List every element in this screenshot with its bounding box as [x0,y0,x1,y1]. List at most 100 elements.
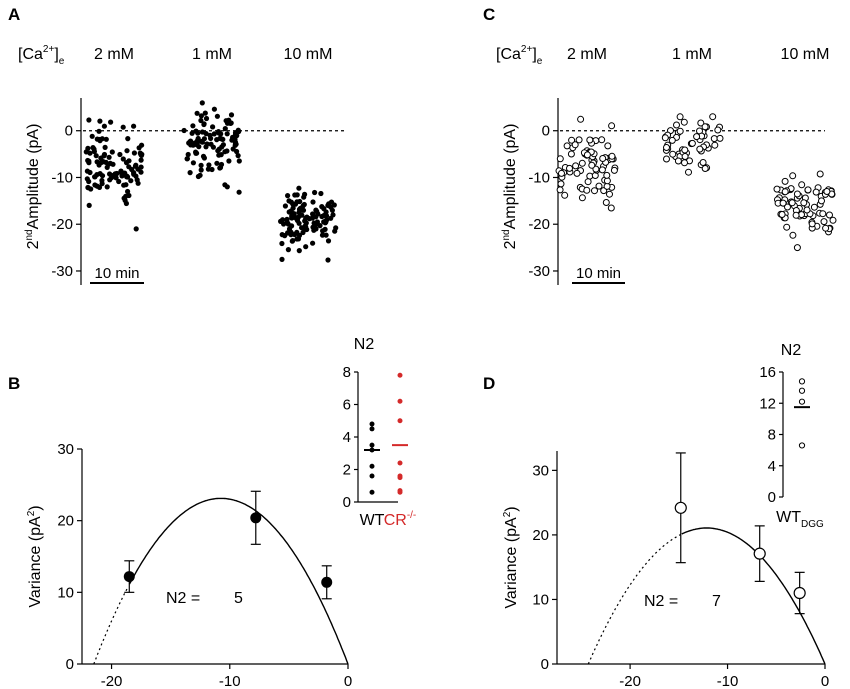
y-tick-label: -20 [528,216,550,233]
data-point [295,236,302,242]
y-axis-label-tail: ) [503,506,520,511]
data-point [329,207,335,213]
data-point [820,218,828,226]
panel-label-a: A [8,5,20,24]
data-point [778,211,786,218]
data-point [586,136,594,144]
data-point [84,176,90,182]
data-point [603,171,611,179]
data-point [224,148,230,154]
data-point [184,156,190,162]
y-axis-label: 2ndAmplitude (pA) [24,124,42,250]
data-point [781,177,789,185]
data-point [128,178,134,184]
data-point [556,186,564,194]
data-point [235,153,241,159]
data-point [568,136,576,144]
data-point [86,202,92,208]
data-point [604,142,612,150]
data-point [217,164,224,171]
data-point [661,134,669,142]
data-point [188,138,194,144]
data-point [798,181,806,189]
data-point [85,145,91,151]
data-point [285,193,291,199]
y-tick-label: -10 [51,169,73,186]
data-point [697,119,705,127]
data-point [676,127,684,135]
data-point [125,136,131,142]
n2-annotation-value: 5 [234,590,243,607]
data-point [198,162,204,168]
data-point [284,216,290,222]
time-scale-label: 10 min [94,265,139,282]
inset-point [397,460,403,466]
data-point [107,160,113,166]
data-point [219,144,225,150]
inset-group-label-main: CR [384,512,407,529]
data-point [210,144,216,150]
data-point [714,126,722,134]
data-point [131,123,137,129]
inset-point [397,398,403,404]
y-axis-label-main: Amplitude (pA) [25,124,42,230]
data-point [578,159,586,167]
y-tick-label: 30 [532,462,549,479]
inset-y-tick-label: 4 [343,429,351,446]
data-point [696,145,704,153]
data-point [822,224,830,232]
data-point [302,218,308,224]
data-point [139,142,145,148]
data-point [326,201,332,207]
data-point [133,162,139,168]
data-point [99,177,105,184]
data-point [312,189,318,196]
y-axis-label-sup: nd [24,229,35,240]
y-tick-label: 0 [65,123,73,140]
inset-y-tick-label: 8 [343,364,351,381]
panel-label-c: C [483,5,495,24]
data-point [294,192,300,198]
data-point [194,110,200,116]
data-point [234,148,240,155]
y-tick-label: 30 [57,441,74,458]
x-tick-label: 0 [821,673,829,689]
data-point [781,188,789,196]
data-point [206,162,212,168]
data-point [792,211,800,219]
data-point [577,115,585,123]
data-point [98,159,105,165]
data-point [116,178,122,185]
inset-point [369,473,375,479]
data-point [607,204,615,212]
data-point [324,217,330,223]
data-point [232,142,238,148]
inset-point [397,372,403,378]
data-point [816,170,824,178]
data-point [96,128,102,134]
data-point [124,173,130,179]
inset-group-label: WTDGG [776,509,824,530]
y-axis-label: Variance (pA2) [26,505,44,607]
data-point [563,142,571,150]
data-point [198,113,204,119]
data-point [681,153,689,160]
data-point [104,164,110,170]
inset-point [798,442,806,449]
inset-title: N2 [354,336,375,353]
data-point [200,153,207,159]
data-point [584,178,592,186]
data-point [236,158,242,164]
data-point [673,121,680,129]
condition-label-sub: e [59,56,65,67]
inset-group-label: CR-/- [384,510,417,529]
data-point [578,194,586,202]
mean-variance-point [250,512,262,524]
data-point [296,209,302,215]
panel-label-d: D [483,374,495,393]
y-tick-label: -20 [51,216,73,233]
data-point [190,142,196,148]
data-point [599,155,607,162]
y-axis-label-main: Amplitude (pA) [502,124,519,230]
data-point [602,199,610,206]
